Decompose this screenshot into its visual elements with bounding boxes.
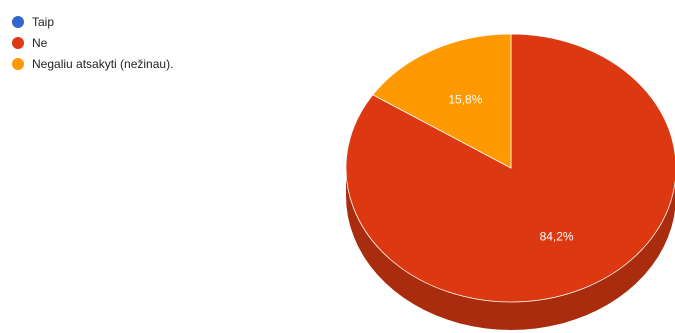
legend-swatch-negaliu bbox=[12, 58, 24, 70]
legend-swatch-ne bbox=[12, 37, 24, 49]
legend-label-ne: Ne bbox=[32, 36, 48, 50]
pie-data-label-2: 15,8% bbox=[448, 93, 482, 107]
legend-item-ne[interactable]: Ne bbox=[12, 33, 173, 53]
legend-item-negaliu[interactable]: Negaliu atsakyti (nežinau). bbox=[12, 54, 173, 74]
legend-swatch-taip bbox=[12, 16, 24, 28]
legend-label-negaliu: Negaliu atsakyti (nežinau). bbox=[32, 57, 174, 71]
legend-label-taip: Taip bbox=[32, 15, 55, 29]
legend-item-taip[interactable]: Taip bbox=[12, 12, 173, 32]
legend: Taip Ne Negaliu atsakyti (nežinau). bbox=[12, 12, 173, 75]
pie-side-1 bbox=[346, 168, 675, 330]
pie-data-label-1: 84,2% bbox=[540, 229, 574, 243]
pie-slice-2[interactable] bbox=[372, 33, 512, 169]
